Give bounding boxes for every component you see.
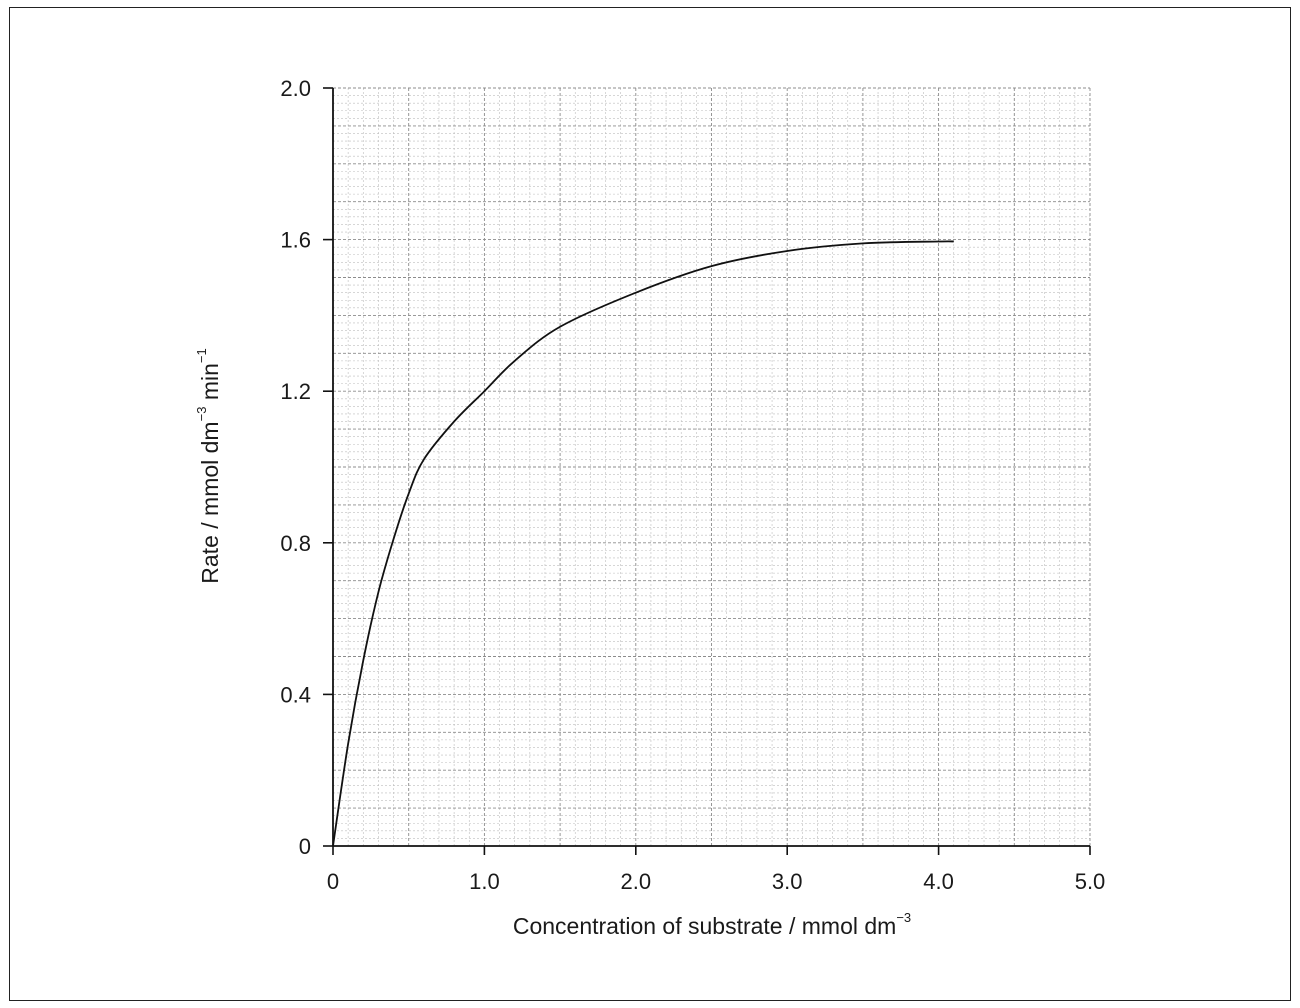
x-axis-label: Concentration of substrate / mmol dm−3 — [513, 910, 911, 939]
grid-minor — [333, 88, 1090, 846]
y-axis-label-sup-1: −3 — [194, 407, 209, 422]
x-tick-label: 0 — [327, 869, 339, 894]
y-tick-label: 1.2 — [280, 379, 311, 404]
rate-curve — [332, 240, 954, 847]
x-tick-label: 4.0 — [923, 869, 954, 894]
tick-labels: 0 1.0 2.0 3.0 4.0 5.0 0 0.4 0.8 1.2 1.6 2.0 — [280, 76, 1105, 894]
x-tick-label: 5.0 — [1075, 869, 1106, 894]
axes — [332, 88, 1090, 847]
x-tick-label: 3.0 — [772, 869, 803, 894]
figure-frame — [9, 7, 1291, 1001]
x-tick-label: 2.0 — [621, 869, 652, 894]
y-tick-label: 0.8 — [280, 531, 311, 556]
y-tick-label: 0.4 — [280, 682, 311, 707]
x-axis-label-sup: −3 — [896, 910, 911, 925]
x-tick-label: 1.0 — [469, 869, 500, 894]
y-tick-label: 1.6 — [280, 228, 311, 253]
y-axis-label-text: Rate / mmol dm — [197, 421, 223, 583]
grid-major — [333, 87, 1091, 846]
y-axis-label-mid: min — [197, 363, 223, 406]
y-axis-label: Rate / mmol dm−3 min−1 — [194, 348, 223, 583]
y-tick-label: 2.0 — [280, 76, 311, 101]
y-tick-label: 0 — [299, 834, 311, 859]
x-axis-label-text: Concentration of substrate / mmol dm — [513, 913, 897, 939]
ticks — [323, 87, 1091, 855]
y-axis-label-sup-2: −1 — [194, 348, 209, 363]
